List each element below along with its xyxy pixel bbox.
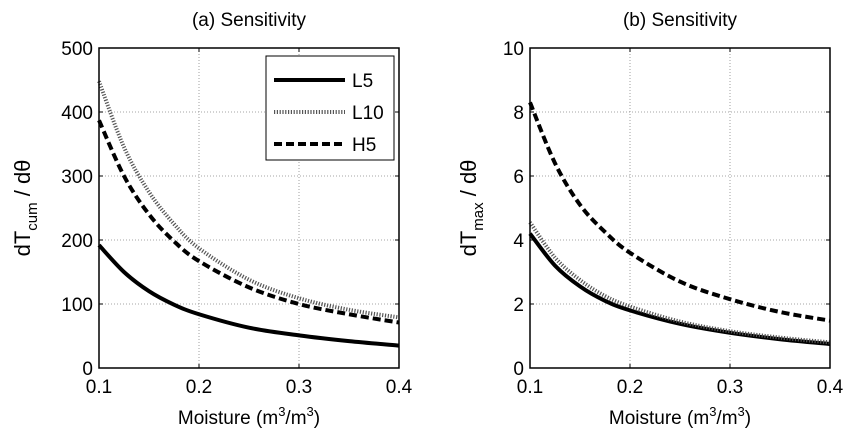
x-axis-label-a: Moisture (m3/m3) (178, 404, 320, 429)
series-line-h5-a (97, 119, 400, 325)
series-group-a (97, 80, 400, 348)
x-tick-label: 0.2 (617, 377, 643, 398)
grid-b (530, 48, 830, 368)
y-tick-label: 0 (513, 359, 524, 380)
x-tick-label: 0.3 (286, 377, 312, 398)
y-tick-label: 200 (61, 231, 93, 252)
x-tick-label: 0.1 (86, 377, 112, 398)
y-tick-label: 0 (82, 359, 93, 380)
panel-a: (a) Sensitivity 0.1 0.2 0.3 0.4 0 100 200 300 40… (10, 10, 413, 429)
legend-label-l10: L10 (352, 103, 384, 124)
legend-label-l5: L5 (352, 71, 373, 92)
y-tick-label: 10 (503, 39, 524, 60)
y-tick-label: 500 (61, 39, 93, 60)
y-axis-label-b: dTmax / dθ (456, 160, 487, 257)
plot-frame-b (529, 47, 831, 369)
series-line-l5-b (528, 232, 831, 346)
plot-frame-a (98, 47, 400, 369)
series-group-b (528, 101, 831, 346)
ticks-b: 0.1 0.2 0.3 0.4 0 2 4 6 8 10 (503, 39, 844, 398)
x-tick-label: 0.1 (517, 377, 543, 398)
series-line-l10-a (97, 80, 400, 320)
y-tick-label: 8 (513, 103, 524, 124)
x-axis-label-b: Moisture (m3/m3) (609, 404, 751, 429)
series-line-l5-a (97, 243, 400, 348)
ticks-a: 0.1 0.2 0.3 0.4 0 100 200 300 400 500 (61, 39, 412, 398)
x-tick-label: 0.4 (386, 377, 413, 398)
x-tick-label: 0.3 (717, 377, 743, 398)
chart-title-b: (b) Sensitivity (623, 10, 738, 31)
y-tick-label: 400 (61, 103, 93, 124)
legend: L5 L10 H5 (265, 55, 395, 161)
legend-label-h5: H5 (352, 135, 376, 156)
y-tick-label: 4 (513, 231, 524, 252)
y-tick-label: 2 (513, 295, 524, 316)
series-line-h5-b (528, 101, 831, 323)
series-line-l10-b (528, 221, 831, 345)
y-tick-label: 6 (513, 167, 524, 188)
y-axis-label-a: dTcum / dθ (10, 160, 41, 257)
y-tick-label: 100 (61, 295, 93, 316)
chart-title-a: (a) Sensitivity (192, 10, 307, 31)
x-tick-label: 0.2 (186, 377, 212, 398)
x-tick-label: 0.4 (817, 377, 844, 398)
panel-b: (b) Sensitivity 0.1 0.2 0.3 0.4 0 2 4 6 8 10 Mois… (456, 10, 844, 429)
y-tick-label: 300 (61, 167, 93, 188)
